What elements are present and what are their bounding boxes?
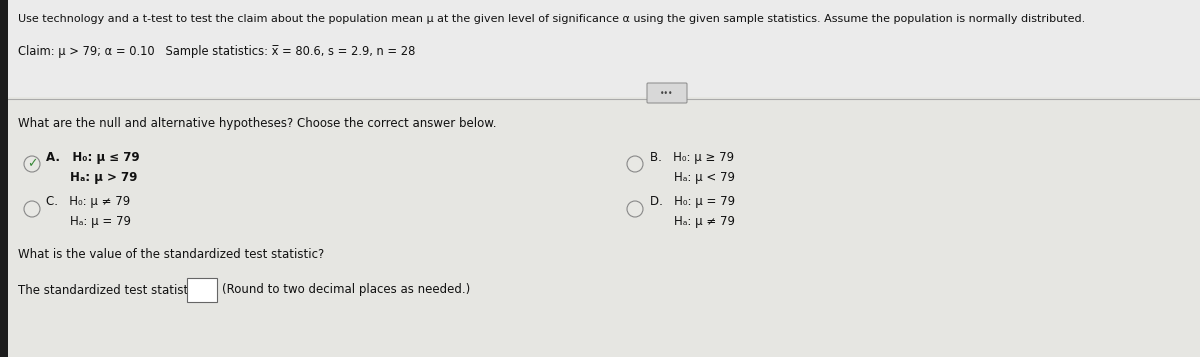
Text: •••: •••	[660, 89, 673, 97]
Text: What is the value of the standardized test statistic?: What is the value of the standardized te…	[18, 248, 324, 261]
Text: Hₐ: μ < 79: Hₐ: μ < 79	[674, 171, 734, 183]
FancyBboxPatch shape	[8, 0, 1200, 97]
Text: D.   H₀: μ = 79: D. H₀: μ = 79	[650, 196, 736, 208]
FancyBboxPatch shape	[187, 278, 217, 302]
Text: Hₐ: μ ≠ 79: Hₐ: μ ≠ 79	[674, 216, 734, 228]
Text: The standardized test statistic is: The standardized test statistic is	[18, 283, 211, 297]
Text: A.   H₀: μ ≤ 79: A. H₀: μ ≤ 79	[46, 151, 139, 164]
Text: B.   H₀: μ ≥ 79: B. H₀: μ ≥ 79	[650, 151, 734, 164]
Text: ✓: ✓	[26, 157, 37, 171]
Text: (Round to two decimal places as needed.): (Round to two decimal places as needed.)	[222, 283, 470, 297]
FancyBboxPatch shape	[647, 83, 686, 103]
FancyBboxPatch shape	[8, 97, 1200, 357]
Circle shape	[24, 201, 40, 217]
Text: Hₐ: μ > 79: Hₐ: μ > 79	[70, 171, 137, 183]
Circle shape	[628, 201, 643, 217]
Text: Hₐ: μ = 79: Hₐ: μ = 79	[70, 216, 131, 228]
Text: What are the null and alternative hypotheses? Choose the correct answer below.: What are the null and alternative hypoth…	[18, 117, 497, 131]
Text: Claim: μ > 79; α = 0.10   Sample statistics: x̅ = 80.6, s = 2.9, n = 28: Claim: μ > 79; α = 0.10 Sample statistic…	[18, 45, 415, 59]
FancyBboxPatch shape	[0, 0, 8, 357]
Circle shape	[24, 156, 40, 172]
Circle shape	[628, 156, 643, 172]
Text: C.   H₀: μ ≠ 79: C. H₀: μ ≠ 79	[46, 196, 131, 208]
Text: Use technology and a t-test to test the claim about the population mean μ at the: Use technology and a t-test to test the …	[18, 14, 1085, 24]
